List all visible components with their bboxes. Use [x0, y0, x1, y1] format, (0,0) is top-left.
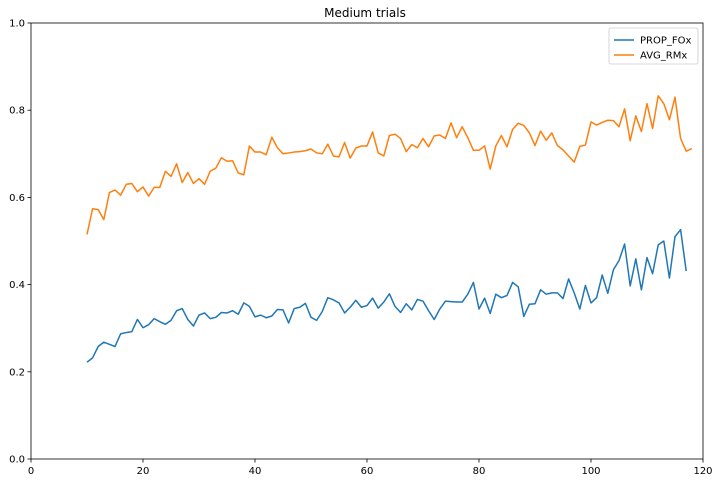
x-tick-label: 80	[473, 466, 486, 477]
x-tick-label: 100	[581, 466, 600, 477]
x-tick-label: 60	[361, 466, 374, 477]
legend: PROP_FOx AVG_RMx	[608, 27, 699, 65]
y-axis: 0.0 0.2 0.4 0.6 0.8 1.0	[9, 19, 31, 466]
x-tick-label: 20	[137, 466, 150, 477]
x-tick-label: 40	[249, 466, 262, 477]
x-tick-label: 0	[28, 466, 34, 477]
y-tick-label: 0.2	[9, 367, 25, 378]
legend-label: PROP_FOx	[640, 36, 692, 47]
y-tick-label: 0.0	[9, 455, 25, 466]
y-tick-label: 0.6	[9, 193, 25, 204]
x-tick-label: 120	[693, 466, 712, 477]
x-axis: 0 20 40 60 80 100 120	[28, 459, 713, 477]
chart-title: Medium trials	[324, 6, 406, 20]
legend-label: AVG_RMx	[640, 51, 687, 62]
series-layer	[86, 95, 693, 363]
series-line-avg-rmx	[86, 95, 693, 235]
y-tick-label: 0.4	[9, 280, 25, 291]
y-tick-label: 0.8	[9, 106, 25, 117]
series-line-prop-fox	[86, 228, 687, 363]
y-tick-label: 1.0	[9, 19, 25, 30]
